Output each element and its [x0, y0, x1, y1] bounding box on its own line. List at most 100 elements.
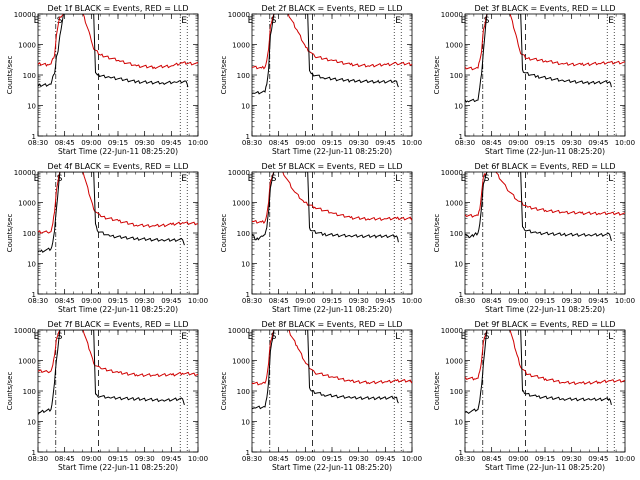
y-tick-label: 10 [454, 261, 463, 269]
panel-title: Det 6f BLACK = Events, RED = LLD [474, 162, 615, 171]
series-events-line [465, 330, 612, 415]
x-tick-label: 09:30 [562, 455, 582, 463]
y-tick-label: 100 [23, 72, 36, 80]
y-tick-label: 10 [27, 103, 36, 111]
marker-label: S [484, 332, 490, 342]
x-axis-label: Start Time (22-Jun-11 08:25:20) [272, 305, 392, 314]
y-tick-label: 100 [450, 72, 463, 80]
x-tick-label: 09:45 [161, 297, 181, 305]
y-tick-label: 1 [32, 449, 36, 457]
x-tick-label: 08:45 [55, 297, 75, 305]
x-tick-label: 09:45 [375, 455, 395, 463]
x-tick-label: 08:30 [455, 297, 475, 305]
y-axis-label: Counts/sec [6, 56, 14, 95]
x-tick-label: 09:45 [588, 139, 608, 147]
x-tick-label: 09:30 [349, 297, 369, 305]
series-lld-line [465, 172, 625, 218]
x-tick-label: 10:00 [188, 139, 208, 147]
x-axis-label: Start Time (22-Jun-11 08:25:20) [272, 463, 392, 472]
plot-frame [464, 329, 626, 453]
x-tick-label: 09:00 [295, 139, 315, 147]
y-tick-label: 10 [241, 419, 250, 427]
x-tick-label: 09:15 [535, 455, 555, 463]
marker-label: E [461, 16, 467, 26]
x-tick-label: 08:45 [482, 297, 502, 305]
marker-label: S [57, 332, 63, 342]
x-tick-label: 09:00 [508, 139, 528, 147]
x-tick-label: 10:00 [188, 455, 208, 463]
marker-label: S [271, 174, 277, 184]
plot-frame [37, 171, 199, 295]
y-tick-label: 1 [246, 133, 250, 141]
x-tick-label: 10:00 [402, 297, 422, 305]
marker-label: S [271, 332, 277, 342]
y-tick-label: 100 [23, 230, 36, 238]
y-tick-label: 10 [454, 419, 463, 427]
x-axis-label: Start Time (22-Jun-11 08:25:20) [485, 463, 605, 472]
y-tick-label: 1 [32, 133, 36, 141]
marker-label: E [461, 174, 467, 184]
panel-title: Det 8f BLACK = Events, RED = LLD [261, 320, 402, 329]
x-tick-label: 09:30 [349, 139, 369, 147]
x-tick-label: 08:30 [242, 297, 262, 305]
panel-title: Det 9f BLACK = Events, RED = LLD [474, 320, 615, 329]
marker-label: E [248, 16, 254, 26]
y-tick-label: 100 [450, 230, 463, 238]
marker-label: L [395, 174, 400, 184]
x-tick-label: 09:30 [562, 139, 582, 147]
x-tick-label: 08:45 [55, 455, 75, 463]
x-tick-label: 08:45 [482, 455, 502, 463]
series-events-line [465, 172, 612, 242]
series-events-line [38, 14, 189, 88]
marker-label: L [395, 332, 400, 342]
y-tick-label: 1000 [232, 358, 250, 366]
y-tick-label: 1 [459, 291, 463, 299]
y-tick-label: 10000 [441, 169, 463, 177]
marker-label: E [395, 16, 401, 26]
x-tick-label: 10:00 [615, 455, 635, 463]
x-tick-label: 09:45 [161, 455, 181, 463]
x-tick-label: 09:45 [375, 139, 395, 147]
plot-frame [251, 329, 413, 453]
x-tick-label: 09:15 [108, 455, 128, 463]
series-lld-line [38, 330, 198, 378]
y-tick-label: 100 [450, 388, 463, 396]
x-tick-label: 10:00 [615, 139, 635, 147]
y-tick-label: 1000 [232, 200, 250, 208]
y-tick-label: 1 [246, 291, 250, 299]
x-tick-label: 08:30 [28, 455, 48, 463]
y-tick-label: 1000 [18, 358, 36, 366]
series-events-line [252, 14, 399, 95]
y-axis-label: Counts/sec [433, 56, 441, 95]
marker-label: E [34, 174, 40, 184]
panel-det-7: Det 7f BLACK = Events, RED = LLD 1 10 100 10… [6, 320, 208, 472]
x-tick-label: 09:00 [508, 297, 528, 305]
series-events-line [252, 330, 399, 410]
x-tick-label: 09:00 [81, 297, 101, 305]
y-tick-label: 1000 [18, 200, 36, 208]
y-tick-label: 10000 [14, 11, 36, 19]
marker-label: S [57, 16, 63, 26]
x-tick-label: 09:15 [535, 139, 555, 147]
x-tick-label: 09:30 [135, 297, 155, 305]
series-events-line [465, 14, 612, 103]
y-tick-label: 1 [32, 291, 36, 299]
series-lld-line [38, 172, 198, 234]
x-tick-label: 08:30 [455, 139, 475, 147]
y-tick-label: 10000 [228, 169, 250, 177]
y-tick-label: 10 [454, 103, 463, 111]
marker-label: E [608, 16, 614, 26]
x-tick-label: 08:30 [28, 297, 48, 305]
x-tick-label: 08:45 [269, 139, 289, 147]
x-tick-label: 09:45 [588, 297, 608, 305]
x-tick-label: 08:45 [269, 297, 289, 305]
plot-frame [251, 13, 413, 137]
x-tick-label: 09:00 [295, 455, 315, 463]
x-tick-label: 09:45 [375, 297, 395, 305]
y-axis-label: Counts/sec [220, 372, 228, 411]
series-events-line [252, 172, 399, 243]
y-tick-label: 1 [459, 449, 463, 457]
x-tick-label: 09:15 [535, 297, 555, 305]
x-tick-label: 10:00 [402, 139, 422, 147]
y-axis-label: Counts/sec [433, 214, 441, 253]
